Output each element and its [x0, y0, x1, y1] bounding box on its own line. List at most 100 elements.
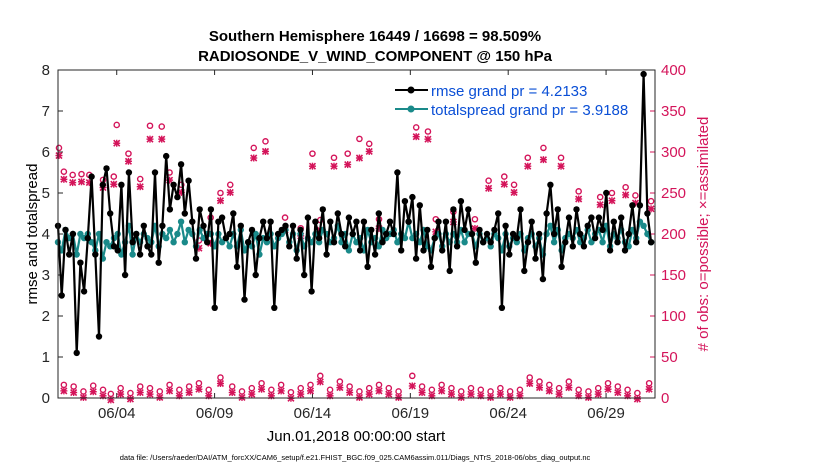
obs-assimilated-marker — [424, 135, 432, 143]
obs-possible-marker — [136, 175, 144, 183]
obs-assimilated-marker — [77, 178, 86, 186]
obs-assimilated-marker — [565, 384, 573, 392]
rmse-point — [293, 255, 300, 262]
rmse-point — [573, 206, 580, 213]
rmse-point — [177, 161, 185, 168]
obs-possible-marker — [540, 144, 547, 152]
y-right-tick-label: 150 — [661, 267, 686, 284]
x-tick-label: 06/14 — [294, 405, 332, 422]
obs-possible-marker — [356, 388, 363, 395]
obs-possible-marker — [385, 384, 393, 392]
rmse-point — [446, 267, 453, 275]
rmse-point — [312, 218, 319, 225]
obs-assimilated-marker — [596, 201, 604, 209]
obs-possible-marker — [146, 384, 154, 392]
rmse-point — [532, 255, 539, 262]
obs-assimilated-marker — [330, 162, 338, 170]
obs-assimilated-marker — [510, 188, 518, 197]
obs-possible-marker — [418, 383, 426, 390]
obs-possible-marker — [217, 374, 224, 381]
obs-assimilated-marker — [385, 390, 393, 398]
obs-possible-marker — [69, 171, 76, 179]
totalspread-point — [547, 222, 554, 229]
rmse-point — [368, 226, 375, 234]
rmse-point — [569, 243, 576, 250]
obs-assimilated-marker — [346, 388, 354, 397]
obs-possible-marker — [99, 386, 107, 394]
legend-marker-totalspread — [407, 105, 415, 113]
obs-assimilated-marker — [146, 390, 154, 398]
rmse-point — [252, 271, 259, 279]
obs-possible-marker — [55, 144, 63, 152]
rmse-point — [554, 206, 561, 213]
y-right-tick-label: 0 — [661, 390, 669, 407]
rmse-point — [353, 218, 360, 225]
rmse-point — [536, 230, 543, 238]
obs-assimilated-marker — [226, 188, 234, 197]
totalspread-point — [103, 239, 110, 246]
rmse-point — [103, 165, 110, 172]
obs-possible-marker — [307, 381, 314, 389]
obs-assimilated-marker — [545, 387, 553, 395]
rmse-point — [483, 230, 491, 238]
obs-assimilated-marker — [500, 180, 508, 188]
rmse-point — [271, 304, 278, 311]
obs-possible-marker — [365, 384, 373, 392]
obs-possible-marker — [647, 197, 655, 205]
obs-assimilated-marker — [238, 393, 246, 402]
obs-assimilated-marker — [216, 197, 225, 205]
rmse-point — [412, 255, 420, 262]
obs-assimilated-marker — [355, 154, 364, 162]
rmse-point — [248, 226, 256, 234]
legend-label-rmse: rmse grand pr = 4.2133 — [431, 83, 587, 100]
rmse-point — [517, 206, 524, 213]
obs-possible-marker — [117, 384, 124, 392]
rmse-point — [606, 247, 614, 254]
rmse-point — [260, 218, 267, 225]
y-right-tick-label: 250 — [661, 185, 686, 202]
obs-assimilated-marker — [344, 160, 352, 169]
rmse-point — [431, 234, 438, 242]
rmse-point — [364, 263, 371, 270]
rmse-point — [107, 210, 114, 217]
rmse-point — [263, 234, 271, 242]
obs-assimilated-marker — [126, 395, 134, 403]
totalspread-point — [174, 230, 181, 238]
rmse-point — [133, 230, 140, 238]
obs-possible-marker — [297, 384, 305, 392]
obs-assimilated-marker — [117, 390, 125, 398]
totalspread-point — [170, 239, 177, 246]
obs-possible-marker — [250, 144, 258, 152]
totalspread-point — [77, 230, 84, 238]
obs-possible-marker — [634, 389, 641, 397]
obs-assimilated-marker — [557, 162, 565, 170]
obs-assimilated-marker — [166, 387, 174, 395]
obs-possible-marker — [448, 384, 455, 392]
obs-assimilated-marker — [336, 384, 344, 392]
rmse-point — [618, 214, 625, 221]
rmse-point — [465, 206, 472, 213]
obs-assimilated-marker — [250, 154, 258, 162]
obs-assimilated-marker — [375, 387, 383, 395]
obs-possible-marker — [457, 388, 465, 395]
rmse-point — [215, 218, 222, 225]
y-axis-right-label: # of obs: o=possible; ×=assimilated — [695, 117, 712, 352]
y-left-tick-label: 3 — [42, 267, 50, 284]
rmse-point — [226, 230, 233, 238]
obs-possible-marker — [575, 386, 582, 394]
series-lines — [54, 70, 655, 357]
rmse-point — [196, 206, 203, 213]
x-tick-label: 06/19 — [392, 405, 430, 422]
rmse-point — [636, 202, 644, 209]
obs-assimilated-marker — [365, 390, 373, 398]
obs-possible-marker — [205, 386, 213, 394]
obs-possible-marker — [524, 154, 532, 162]
totalspread-point — [185, 226, 192, 234]
x-tick-label: 06/24 — [489, 405, 527, 422]
legend-marker-rmse — [407, 86, 415, 94]
rmse-point — [420, 247, 427, 254]
x-tick-label: 06/29 — [587, 405, 625, 422]
y-right-tick-label: 400 — [661, 62, 686, 79]
rmse-point — [77, 259, 84, 266]
rmse-point — [495, 210, 502, 217]
